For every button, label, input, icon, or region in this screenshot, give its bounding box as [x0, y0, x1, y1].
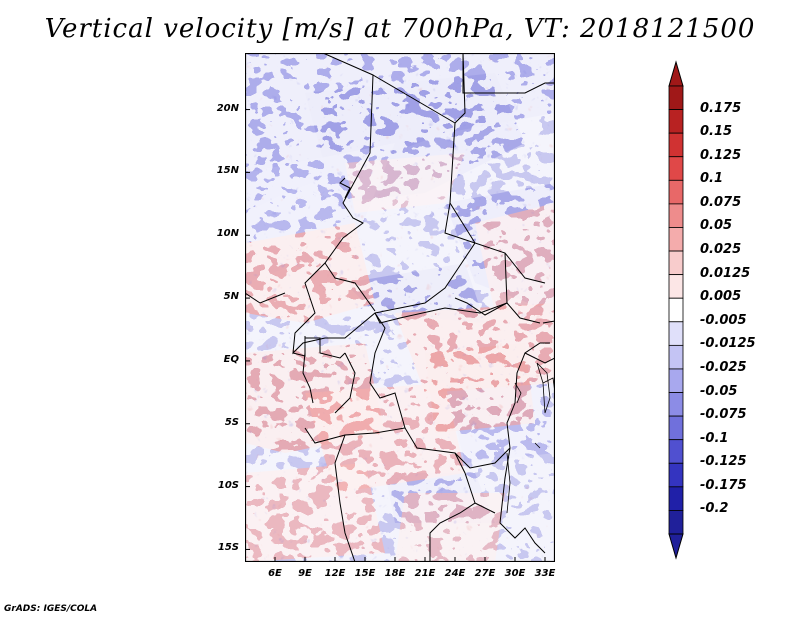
colorbar-level-label: 0.1 [700, 171, 724, 187]
colorbar-swatch [668, 179, 684, 205]
lat-tick-label: 15N [216, 165, 239, 177]
lon-tick-label: 6E [268, 568, 282, 579]
colorbar-bottom-arrow [668, 533, 684, 560]
colorbar-swatch [668, 462, 684, 488]
colorbar-swatch [668, 392, 684, 417]
lat-tick-label: EQ [223, 353, 239, 365]
colorbar-level-label: -0.025 [700, 359, 747, 375]
colorbar-swatch [668, 274, 684, 299]
colorbar-swatch [668, 132, 684, 158]
colorbar-level-label: -0.005 [700, 312, 747, 328]
colorbar-swatches [668, 60, 684, 560]
colorbar-top-arrow [668, 60, 684, 87]
lat-tick-label: 20N [216, 102, 239, 114]
map-panel [245, 53, 555, 562]
country-borders [245, 53, 555, 562]
lat-tick-label: 5S [224, 416, 239, 428]
lon-tick-label: 9E [298, 568, 312, 579]
colorbar-level-label: 0.175 [700, 100, 742, 116]
lon-tick-label: 24E [444, 568, 466, 579]
lon-tick-label: 15E [354, 568, 376, 579]
colorbar-swatch [668, 321, 684, 346]
colorbar-level-label: -0.175 [700, 477, 747, 493]
chart-title: Vertical velocity [m/s] at 700hPa, VT: 2… [44, 14, 756, 44]
lat-tick-label: 15S [217, 542, 239, 554]
colorbar-level-label: -0.05 [700, 383, 738, 399]
lat-tick-label: 5N [223, 291, 239, 303]
colorbar-level-label: -0.125 [700, 454, 747, 470]
lon-tick-label: 33E [534, 568, 556, 579]
lon-tick-label: 27E [474, 568, 496, 579]
lat-tick-label: 10N [216, 228, 239, 240]
colorbar-swatch [668, 156, 684, 181]
lon-tick-label: 30E [504, 568, 526, 579]
colorbar-level-label: 0.005 [700, 289, 742, 305]
vertical-velocity-map [245, 53, 555, 562]
colorbar-swatch [668, 510, 684, 535]
colorbar-swatch [668, 344, 684, 370]
colorbar-level-label: 0.15 [700, 124, 733, 140]
colorbar-swatch [668, 85, 684, 110]
colorbar-swatch [668, 415, 684, 441]
lon-tick-label: 21E [414, 568, 436, 579]
lon-tick-label: 18E [384, 568, 406, 579]
colorbar-level-label: -0.0125 [700, 336, 756, 352]
colorbar-swatch [668, 368, 684, 393]
lat-tick-label: 10S [217, 479, 239, 491]
colorbar-level-label: 0.05 [700, 218, 733, 234]
colorbar-swatch [668, 203, 684, 228]
colorbar-level-label: -0.2 [700, 501, 729, 517]
colorbar-swatch [668, 227, 684, 252]
colorbar-level-label: 0.025 [700, 242, 742, 258]
colorbar-level-label: 0.075 [700, 194, 742, 210]
lakes [506, 362, 555, 514]
lon-tick-label: 12E [324, 568, 346, 579]
colorbar-swatch [668, 486, 684, 511]
colorbar-swatch [668, 297, 684, 323]
colorbar-level-label: -0.1 [700, 430, 729, 446]
colorbar-swatch [668, 250, 684, 276]
colorbar-level-label: 0.0125 [700, 265, 751, 281]
colorbar [660, 60, 690, 560]
footer-credit: GrADS: IGES/COLA [4, 604, 98, 614]
axis-ticks [245, 109, 546, 562]
map-frame [245, 53, 555, 562]
colorbar-swatch [668, 109, 684, 134]
colorbar-swatch [668, 439, 684, 464]
colorbar-level-label: 0.125 [700, 147, 742, 163]
colorbar-level-label: -0.075 [700, 407, 747, 423]
